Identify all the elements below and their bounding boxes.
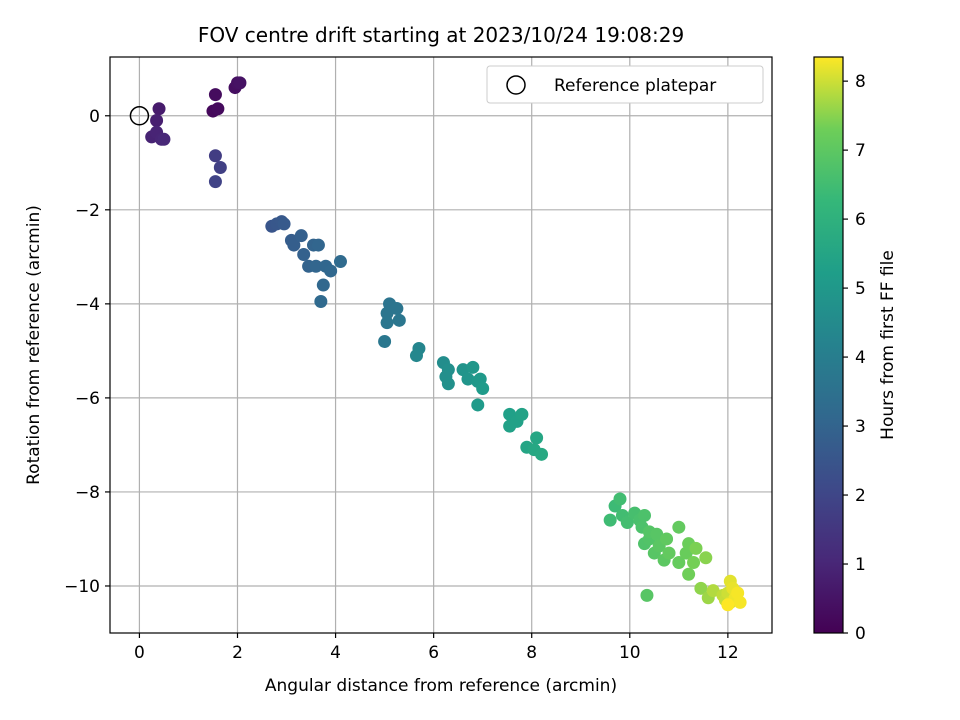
- colorbar-gradient: [813, 56, 844, 634]
- y-tick-label: 0: [89, 107, 100, 127]
- data-point: [150, 113, 164, 127]
- data-point: [311, 238, 325, 252]
- data-point: [277, 217, 291, 231]
- data-point: [620, 516, 634, 530]
- x-tick-label: 6: [428, 643, 439, 663]
- legend: Reference platepar: [486, 65, 764, 104]
- data-point: [392, 313, 406, 327]
- y-tick-label: −10: [64, 577, 100, 597]
- data-point: [152, 102, 166, 116]
- legend-box: [486, 65, 764, 104]
- y-tick-label: −6: [75, 389, 100, 409]
- data-point: [706, 584, 720, 598]
- colorbar: 0 1 2 3 4 5 6 7 8 Hours from first FF file: [813, 56, 898, 644]
- chart-title: FOV centre drift starting at 2023/10/24 …: [198, 23, 684, 47]
- data-point: [672, 520, 686, 534]
- grid-lines: [110, 57, 772, 633]
- plot-background: [110, 57, 772, 633]
- data-point: [638, 508, 652, 522]
- data-point: [535, 447, 549, 461]
- data-point: [682, 567, 696, 581]
- colorbar-tick-label: 0: [855, 624, 866, 644]
- data-point: [208, 149, 222, 163]
- data-point: [409, 349, 423, 363]
- y-axis-label: Rotation from reference (arcmin): [24, 205, 44, 485]
- reference-point-marker: [129, 106, 150, 126]
- plot-frame: [109, 56, 773, 634]
- x-tick-label: 0: [134, 643, 145, 663]
- data-point: [208, 88, 222, 102]
- colorbar-tick-label: 1: [855, 555, 866, 575]
- legend-marker-reference: [506, 75, 526, 95]
- x-tick-label: 2: [232, 643, 243, 663]
- colorbar-tick-label: 4: [855, 348, 866, 368]
- data-point: [316, 278, 330, 292]
- data-point: [157, 132, 171, 146]
- data-point: [694, 581, 708, 595]
- data-point: [672, 555, 686, 569]
- data-point: [687, 555, 701, 569]
- data-point: [441, 363, 455, 377]
- y-tick-label: −2: [75, 201, 100, 221]
- x-tick-label: 4: [330, 643, 341, 663]
- data-point: [287, 238, 301, 252]
- data-point: [699, 551, 713, 565]
- colorbar-tick-label: 6: [855, 210, 866, 230]
- data-point: [640, 588, 654, 602]
- colorbar-ticks: 0 1 2 3 4 5 6 7 8: [843, 72, 866, 644]
- data-point: [309, 259, 323, 273]
- data-point: [380, 316, 394, 330]
- data-point: [660, 532, 674, 546]
- x-tick-label: 8: [526, 643, 537, 663]
- legend-label-reference: Reference platepar: [554, 76, 716, 96]
- data-point: [294, 229, 308, 243]
- data-point: [378, 334, 392, 348]
- colorbar-tick-label: 2: [855, 486, 866, 506]
- data-points: [145, 76, 747, 612]
- x-axis-label: Angular distance from reference (arcmin): [265, 676, 617, 696]
- data-point: [721, 598, 735, 612]
- data-point: [441, 377, 455, 391]
- data-point: [208, 175, 222, 189]
- data-point: [471, 398, 485, 412]
- data-point: [213, 160, 227, 174]
- data-point: [297, 247, 311, 261]
- data-point: [211, 102, 225, 116]
- y-tick-label: −4: [75, 295, 100, 315]
- data-point: [662, 546, 676, 560]
- y-tick-label: −8: [75, 483, 100, 503]
- colorbar-tick-label: 7: [855, 141, 866, 161]
- data-point: [530, 431, 544, 445]
- data-point: [603, 513, 617, 527]
- colorbar-tick-label: 3: [855, 417, 866, 437]
- x-tick-label: 10: [619, 643, 641, 663]
- data-point: [461, 372, 475, 386]
- data-point: [650, 527, 664, 541]
- data-point: [733, 595, 747, 609]
- colorbar-tick-label: 8: [855, 72, 866, 92]
- colorbar-label: Hours from first FF file: [878, 250, 898, 440]
- data-point: [466, 360, 480, 374]
- colorbar-tick-label: 5: [855, 279, 866, 299]
- data-point: [476, 381, 490, 395]
- y-axis-ticks: 0 −2 −4 −6 −8 −10: [64, 107, 110, 597]
- data-point: [390, 302, 404, 316]
- data-point: [689, 541, 703, 555]
- x-tick-label: 12: [717, 643, 739, 663]
- data-point: [314, 295, 328, 309]
- data-point: [613, 492, 627, 506]
- data-point: [324, 264, 338, 278]
- data-point: [380, 306, 394, 320]
- data-point: [233, 76, 247, 90]
- plot-area: 0 2 4 6 8 10 12 0 −2 −4 −6 −8 −10: [64, 56, 773, 663]
- data-point: [333, 255, 347, 269]
- data-point: [515, 407, 529, 421]
- x-axis-ticks: 0 2 4 6 8 10 12: [134, 633, 739, 663]
